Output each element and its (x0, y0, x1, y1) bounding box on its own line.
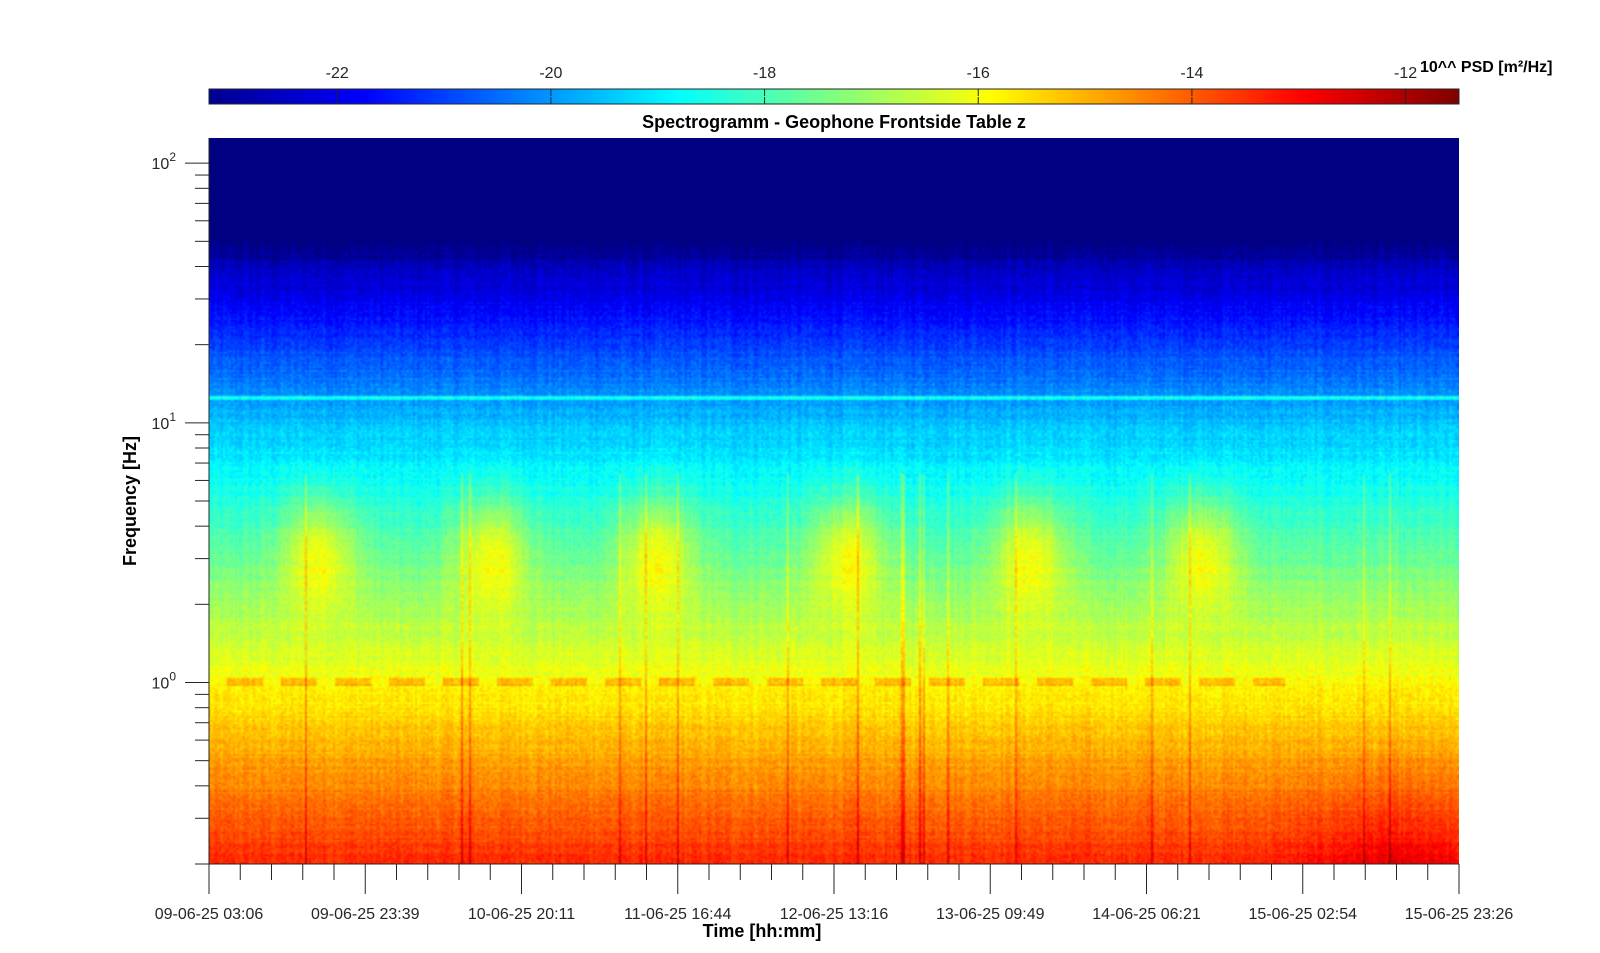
colorbar-tick-label: -18 (753, 65, 776, 82)
x-axis-title: Time [hh:mm] (703, 921, 822, 941)
x-tick-label: 15-06-25 23:26 (1405, 906, 1514, 923)
colorbar-ticks: -22 -20 -18 -16 -14 -12 (326, 65, 1417, 104)
colorbar-label: 10^^ PSD [m²/Hz] (1420, 59, 1552, 76)
y-tick-label: 101 (152, 410, 177, 433)
colorbar-tick-label: -22 (326, 65, 349, 82)
colorbar-tick-label: -14 (1180, 65, 1203, 82)
x-axis: 09-06-25 03:06 09-06-25 23:39 10-06-25 20:… (155, 863, 1514, 923)
y-axis-title: Frequency [Hz] (120, 436, 140, 566)
y-axis: 100 101 102 (152, 138, 210, 865)
plot-area: 09-06-25 03:06 09-06-25 23:39 10-06-25 20:… (152, 138, 1514, 923)
heatmap-container (209, 138, 1459, 864)
colorbar: -22 -20 -18 -16 -14 -12 10^^ PSD [m²/Hz] (208, 59, 1552, 105)
y-tick-label: 100 (152, 670, 177, 693)
x-tick-label: 09-06-25 23:39 (311, 906, 420, 923)
x-tick-label: 15-06-25 02:54 (1248, 906, 1357, 923)
x-tick-label: 11-06-25 16:44 (624, 906, 731, 923)
colorbar-gradient (208, 88, 1460, 105)
colorbar-tick-label: -16 (967, 65, 990, 82)
y-tick-label: 102 (152, 150, 177, 173)
x-tick-label: 13-06-25 09:49 (936, 906, 1045, 923)
spectrogram-heatmap (209, 138, 1459, 864)
x-tick-label: 09-06-25 03:06 (155, 906, 264, 923)
chart-title: Spectrogramm - Geophone Frontside Table … (642, 112, 1026, 132)
x-tick-label: 12-06-25 13:16 (780, 906, 889, 923)
x-tick-label: 14-06-25 06:21 (1092, 906, 1201, 923)
colorbar-tick-label: -12 (1394, 65, 1417, 82)
colorbar-tick-label: -20 (539, 65, 562, 82)
x-tick-label: 10-06-25 20:11 (468, 906, 575, 923)
